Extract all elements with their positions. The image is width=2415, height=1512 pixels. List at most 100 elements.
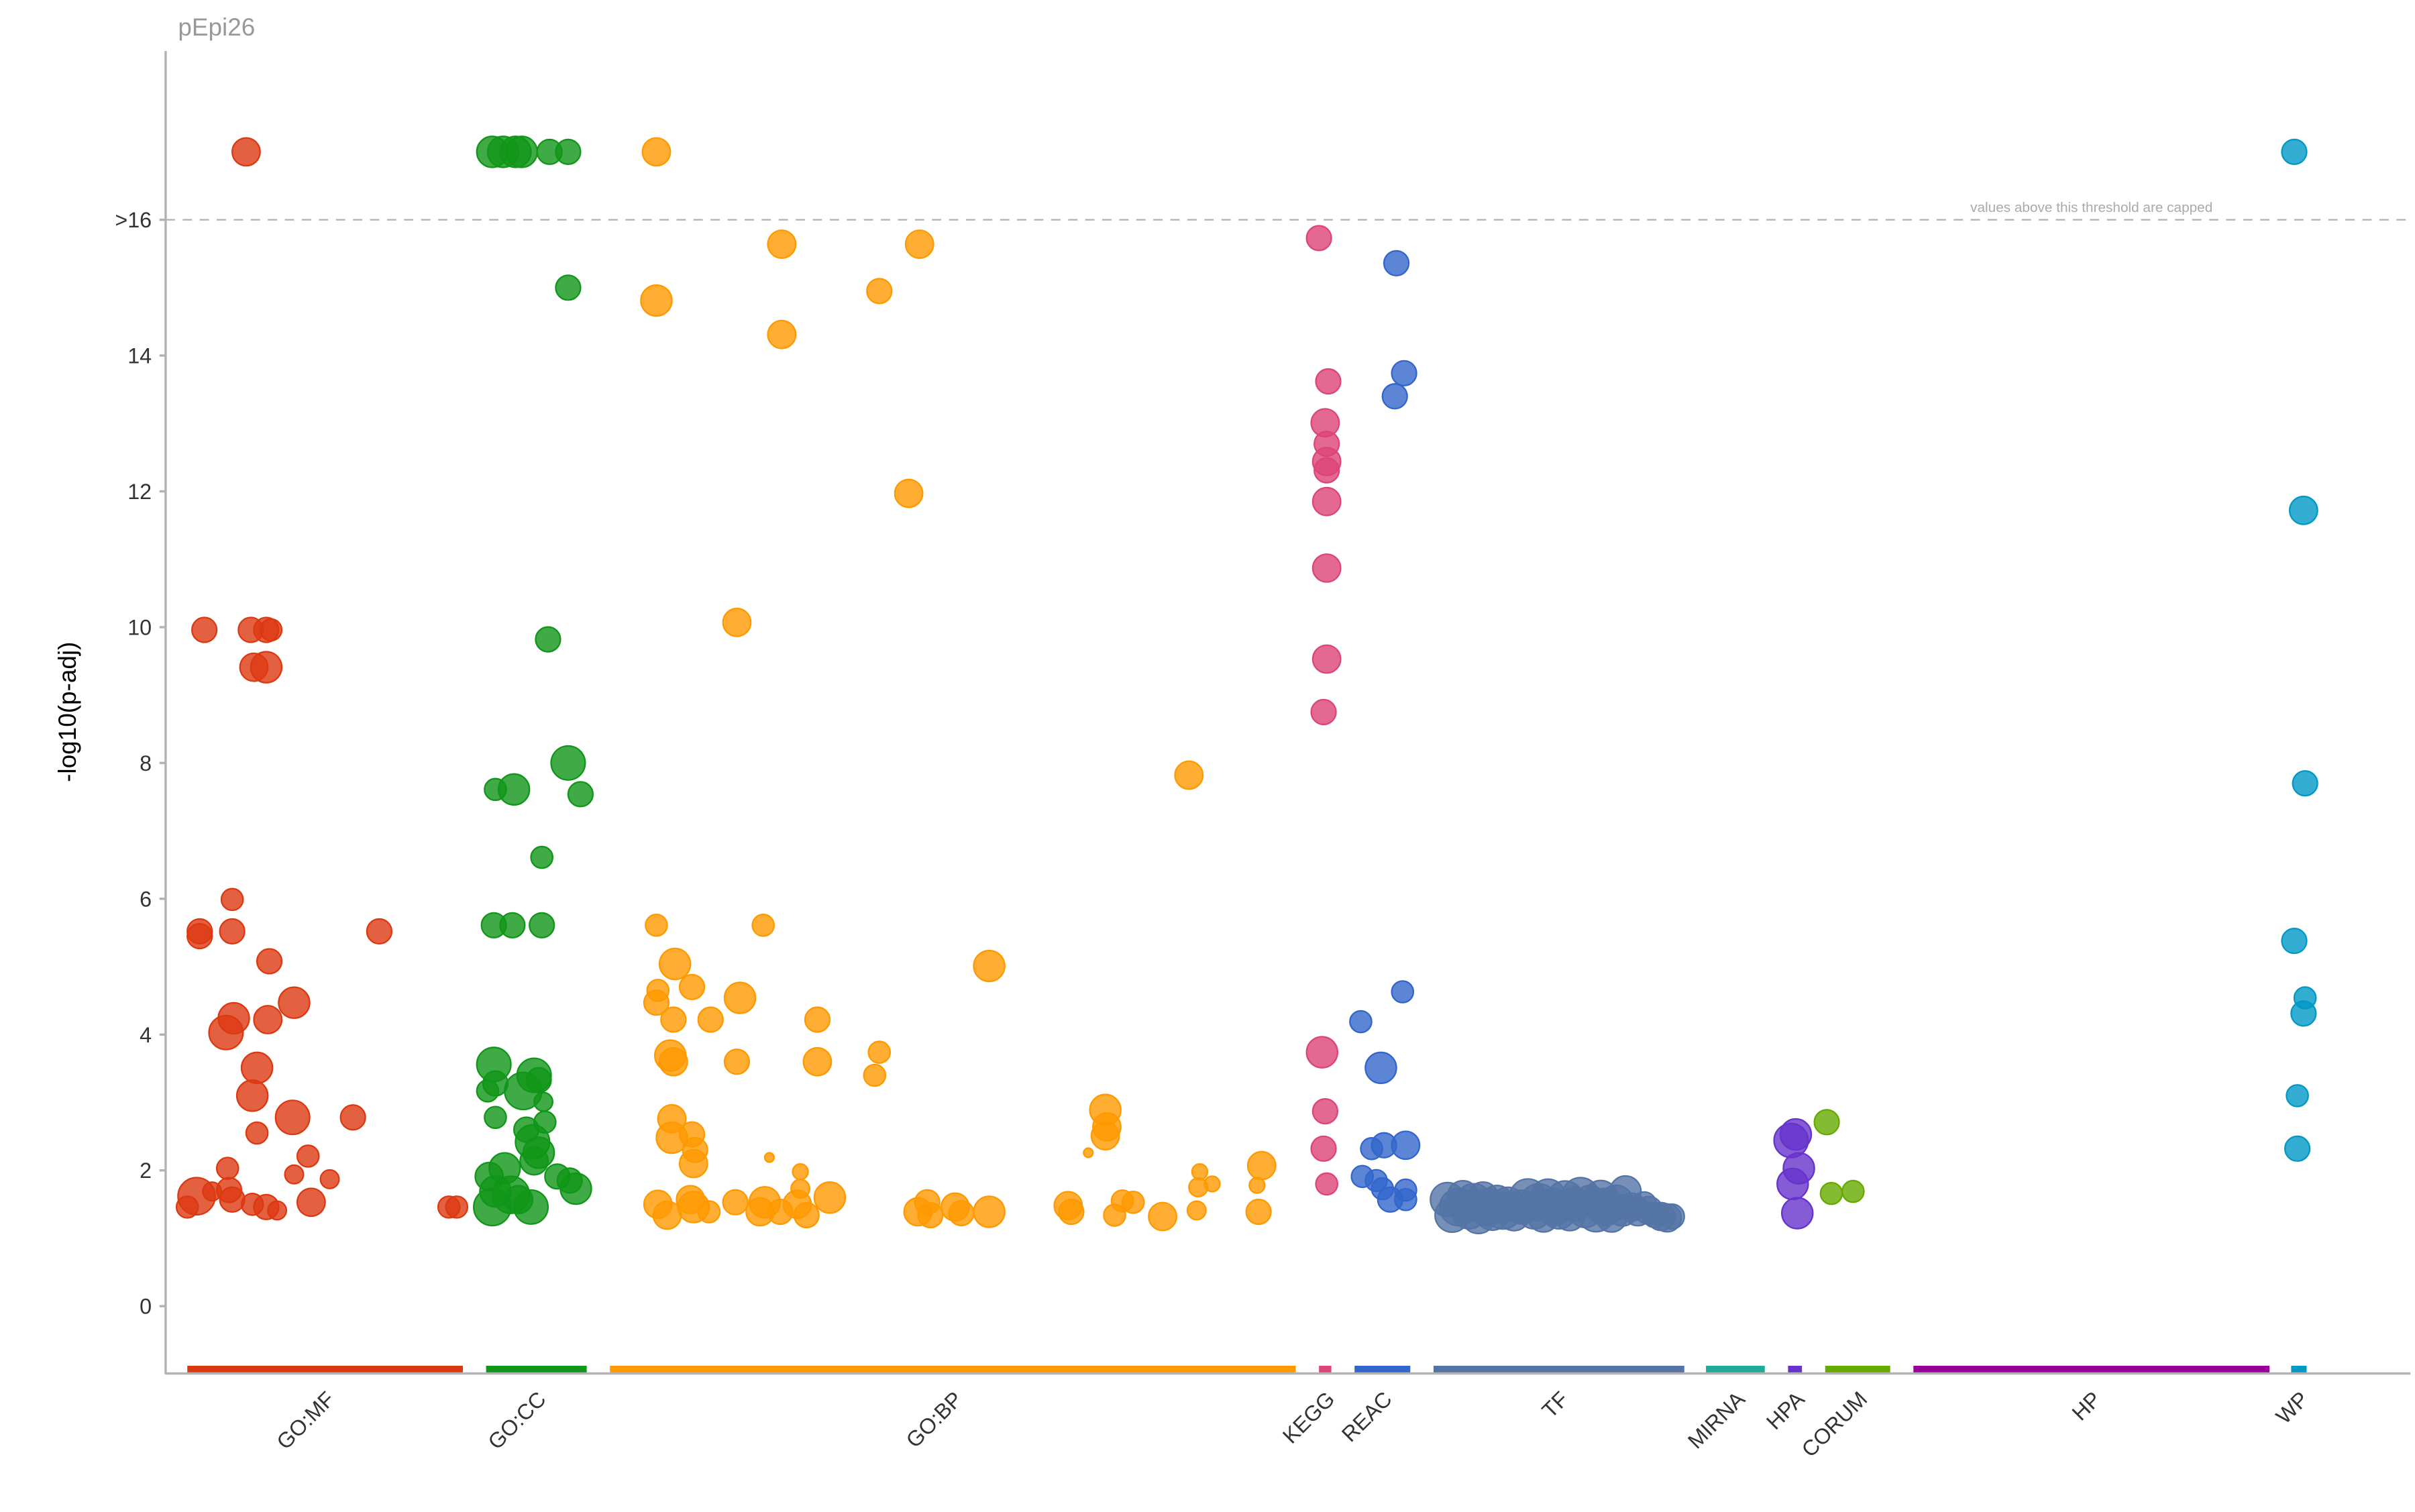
data-point-kegg[interactable] [1310,698,1337,726]
data-point-go-bp[interactable] [863,1063,887,1087]
data-point-go-mf[interactable] [231,137,261,167]
data-point-reac[interactable] [1394,1187,1417,1211]
data-point-go-bp[interactable] [792,1163,809,1181]
data-point-go-cc[interactable] [555,274,582,301]
data-point-go-bp[interactable] [1186,1200,1207,1221]
data-point-reac[interactable] [1391,1130,1421,1160]
data-point-go-bp[interactable] [1246,1150,1277,1181]
data-point-go-bp[interactable] [763,1152,775,1163]
data-point-go-bp[interactable] [678,973,706,1001]
data-point-go-mf[interactable] [220,887,244,912]
data-point-go-cc[interactable] [567,781,594,808]
data-point-go-cc[interactable] [476,1079,500,1103]
data-point-go-mf[interactable] [186,922,213,950]
data-point-go-bp[interactable] [723,1048,751,1075]
data-point-kegg[interactable] [1315,368,1342,395]
data-point-kegg[interactable] [1313,457,1340,484]
data-point-go-mf[interactable] [267,1200,288,1221]
data-point-kegg[interactable] [1305,225,1332,252]
data-point-go-bp[interactable] [948,1199,975,1227]
data-point-wp[interactable] [2281,927,2308,955]
data-point-go-mf[interactable] [296,1187,326,1218]
data-point-go-bp[interactable] [1188,1177,1209,1198]
data-point-go-bp[interactable] [867,1040,892,1064]
data-point-wp[interactable] [2281,138,2308,165]
data-point-go-mf[interactable] [274,1099,311,1136]
data-point-go-bp[interactable] [793,1201,820,1229]
data-point-go-bp[interactable] [894,478,924,508]
data-point-go-cc[interactable] [505,136,538,168]
data-point-go-mf[interactable] [319,1169,340,1189]
data-point-go-bp[interactable] [1248,1177,1266,1194]
data-point-go-bp[interactable] [751,914,775,937]
data-point-corum[interactable] [1813,1109,1840,1136]
data-point-go-cc[interactable] [504,1071,543,1111]
data-point-go-bp[interactable] [645,914,668,937]
data-point-go-mf[interactable] [208,1014,244,1050]
data-point-go-cc[interactable] [499,912,526,938]
data-point-go-mf[interactable] [259,618,283,642]
data-point-go-cc[interactable] [484,777,507,802]
data-point-go-cc[interactable] [555,138,582,165]
data-point-go-bp[interactable] [678,1148,708,1179]
data-point-wp[interactable] [2290,1000,2317,1027]
data-point-go-cc[interactable] [484,1105,507,1130]
data-point-go-mf[interactable] [219,1186,246,1213]
data-point-kegg[interactable] [1310,1135,1337,1162]
data-point-go-cc[interactable] [519,1146,549,1176]
data-point-go-bp[interactable] [1121,1190,1145,1214]
data-point-kegg[interactable] [1315,1172,1338,1196]
data-point-go-bp[interactable] [767,229,797,259]
data-point-go-bp[interactable] [1083,1147,1094,1158]
data-point-go-mf[interactable] [284,1164,305,1185]
data-point-go-bp[interactable] [813,1181,847,1214]
data-point-go-bp[interactable] [917,1201,944,1229]
data-point-go-mf[interactable] [278,986,311,1019]
data-point-go-bp[interactable] [904,229,934,259]
data-point-reac[interactable] [1364,1051,1397,1085]
data-point-wp[interactable] [2292,770,2318,797]
data-point-go-bp[interactable] [640,284,673,317]
data-point-hpa[interactable] [1781,1197,1814,1230]
data-point-go-bp[interactable] [722,1189,749,1216]
data-point-go-mf[interactable] [245,1121,269,1145]
data-point-go-mf[interactable] [445,1195,469,1219]
data-point-go-mf[interactable] [253,1005,283,1034]
data-point-go-mf[interactable] [175,1195,199,1219]
data-point-reac[interactable] [1391,360,1417,386]
data-point-go-bp[interactable] [1174,760,1204,790]
data-point-go-mf[interactable] [250,651,283,684]
data-point-go-mf[interactable] [235,1079,269,1112]
data-point-go-mf[interactable] [240,1051,274,1085]
data-point-go-bp[interactable] [697,1200,721,1224]
data-point-kegg[interactable] [1311,553,1342,583]
data-point-go-bp[interactable] [1245,1198,1272,1226]
data-point-go-bp[interactable] [866,278,893,305]
data-point-kegg[interactable] [1311,486,1342,517]
data-point-tf[interactable] [1658,1203,1685,1230]
data-point-go-cc[interactable] [533,1091,553,1112]
data-point-go-cc[interactable] [556,1167,583,1194]
data-point-corum[interactable] [1841,1179,1865,1203]
data-point-kegg[interactable] [1311,1098,1338,1125]
data-point-reac[interactable] [1381,383,1408,410]
data-point-go-mf[interactable] [219,918,246,945]
data-point-go-bp[interactable] [1191,1163,1209,1181]
data-point-go-bp[interactable] [722,607,752,637]
data-point-reac[interactable] [1383,250,1410,276]
data-point-go-bp[interactable] [1090,1121,1120,1151]
data-point-go-mf[interactable] [339,1104,366,1131]
data-point-go-bp[interactable] [723,981,757,1014]
data-point-go-bp[interactable] [973,949,1006,983]
data-point-go-cc[interactable] [504,1185,533,1215]
data-point-hpa[interactable] [1776,1167,1809,1201]
data-point-go-bp[interactable] [660,1006,687,1033]
data-point-go-cc[interactable] [529,912,555,938]
data-point-go-bp[interactable] [804,1006,831,1033]
data-point-go-bp[interactable] [802,1046,833,1077]
data-point-go-mf[interactable] [215,1156,239,1180]
data-point-go-bp[interactable] [643,989,670,1016]
data-point-go-mf[interactable] [256,948,283,975]
data-point-wp[interactable] [2284,1135,2311,1162]
data-point-go-mf[interactable] [296,1144,320,1168]
